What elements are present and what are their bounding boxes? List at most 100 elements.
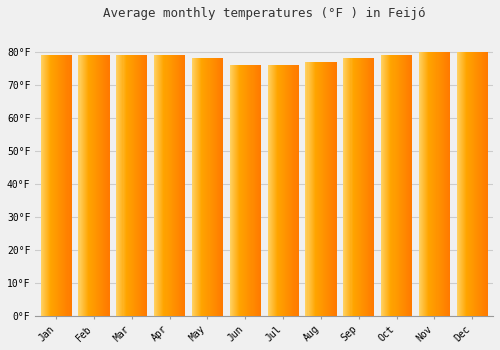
Bar: [426, 52, 428, 316]
Bar: [96, 55, 97, 316]
Bar: [42, 55, 44, 316]
Bar: [199, 58, 200, 316]
Bar: [382, 55, 383, 316]
Bar: [143, 55, 144, 316]
Bar: [233, 65, 234, 316]
Bar: [381, 55, 382, 316]
Title: Average monthly temperatures (°F ) in Feijó: Average monthly temperatures (°F ) in Fe…: [103, 7, 426, 20]
Bar: [91, 55, 92, 316]
Bar: [469, 52, 470, 316]
Bar: [283, 65, 284, 316]
Bar: [436, 52, 438, 316]
Bar: [471, 52, 472, 316]
Bar: [385, 55, 386, 316]
Bar: [200, 58, 202, 316]
Bar: [280, 65, 281, 316]
Bar: [330, 62, 332, 316]
Bar: [465, 52, 466, 316]
Bar: [219, 58, 220, 316]
Bar: [409, 55, 410, 316]
Bar: [134, 55, 135, 316]
Bar: [48, 55, 49, 316]
Bar: [54, 55, 55, 316]
Bar: [86, 55, 87, 316]
Bar: [322, 62, 323, 316]
Bar: [145, 55, 146, 316]
Bar: [476, 52, 478, 316]
Bar: [464, 52, 465, 316]
Bar: [164, 55, 166, 316]
Bar: [183, 55, 184, 316]
Bar: [386, 55, 388, 316]
Bar: [324, 62, 325, 316]
Bar: [89, 55, 90, 316]
Bar: [70, 55, 72, 316]
Bar: [53, 55, 54, 316]
Bar: [64, 55, 66, 316]
Bar: [478, 52, 480, 316]
Bar: [174, 55, 175, 316]
Bar: [318, 62, 319, 316]
Bar: [202, 58, 203, 316]
Bar: [270, 65, 272, 316]
Bar: [194, 58, 195, 316]
Bar: [285, 65, 286, 316]
Bar: [51, 55, 52, 316]
Bar: [420, 52, 421, 316]
Bar: [246, 65, 248, 316]
Bar: [372, 58, 374, 316]
Bar: [368, 58, 369, 316]
Bar: [236, 65, 237, 316]
Bar: [40, 55, 42, 316]
Bar: [154, 55, 155, 316]
Bar: [277, 65, 278, 316]
Bar: [176, 55, 177, 316]
Bar: [434, 52, 436, 316]
Bar: [46, 55, 47, 316]
Bar: [62, 55, 64, 316]
Bar: [316, 62, 317, 316]
Bar: [371, 58, 372, 316]
Bar: [419, 52, 420, 316]
Bar: [197, 58, 198, 316]
Bar: [237, 65, 238, 316]
Bar: [425, 52, 426, 316]
Bar: [366, 58, 367, 316]
Bar: [98, 55, 99, 316]
Bar: [242, 65, 244, 316]
Bar: [116, 55, 117, 316]
Bar: [427, 52, 428, 316]
Bar: [422, 52, 423, 316]
Bar: [59, 55, 60, 316]
Bar: [239, 65, 240, 316]
Bar: [157, 55, 158, 316]
Bar: [369, 58, 370, 316]
Bar: [356, 58, 357, 316]
Bar: [86, 55, 88, 316]
Bar: [52, 55, 53, 316]
Bar: [206, 58, 208, 316]
Bar: [360, 58, 361, 316]
Bar: [230, 65, 231, 316]
Bar: [400, 55, 402, 316]
Bar: [192, 58, 193, 316]
Bar: [400, 55, 401, 316]
Bar: [325, 62, 326, 316]
Bar: [168, 55, 170, 316]
Bar: [155, 55, 156, 316]
Bar: [449, 52, 450, 316]
Bar: [135, 55, 136, 316]
Bar: [458, 52, 459, 316]
Bar: [193, 58, 194, 316]
Bar: [195, 58, 196, 316]
Bar: [132, 55, 133, 316]
Bar: [411, 55, 412, 316]
Bar: [328, 62, 330, 316]
Bar: [423, 52, 424, 316]
Bar: [463, 52, 464, 316]
Bar: [204, 58, 206, 316]
Bar: [396, 55, 398, 316]
Bar: [238, 65, 239, 316]
Bar: [178, 55, 179, 316]
Bar: [126, 55, 128, 316]
